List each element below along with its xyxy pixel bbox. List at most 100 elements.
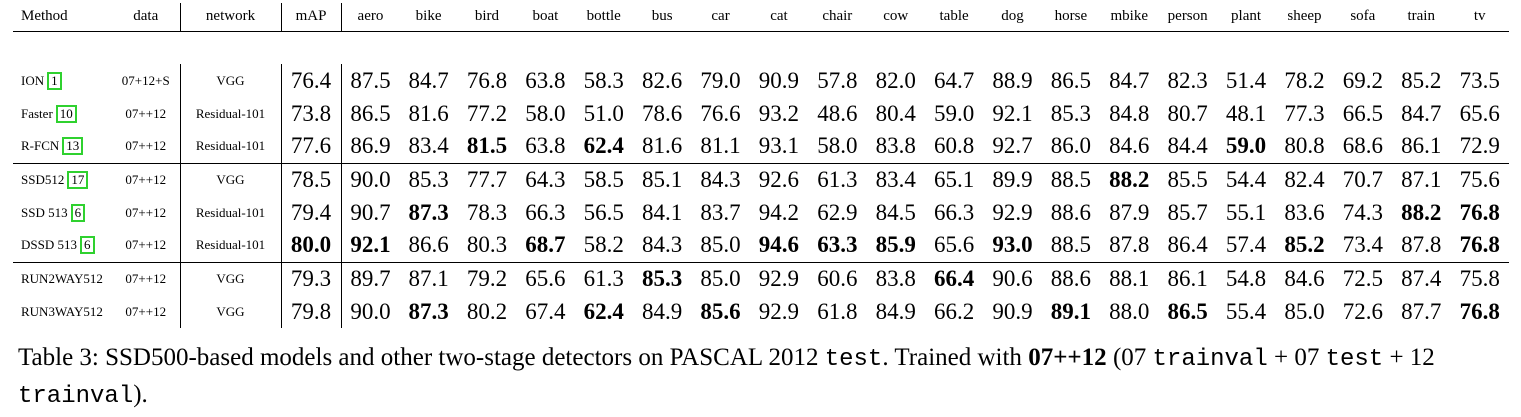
ap-cell: 61.8 [817,298,858,324]
ap-cell: 84.5 [875,199,916,225]
ap-cell: 85.3 [632,261,692,295]
ap-cell: 85.1 [632,162,692,196]
ap-cell: 87.3 [408,199,449,225]
network-cell: VGG [180,64,282,97]
ap-cell: 92.6 [749,162,809,196]
data-cell: 07++12 [112,97,181,130]
ap-cell: 65.1 [924,162,984,196]
table-caption: Table 3: SSD500-based models and other t… [18,340,1513,414]
ap-cell: 84.6 [1109,133,1150,159]
spacer-row [13,31,1509,64]
ap-cell: 83.6 [1284,199,1325,225]
table-row: SSD512 17 07++12 VGG 78.5 90.0 85.3 77.7 64.3 58.… [13,162,1509,196]
ap-cell: 88.6 [1041,261,1101,295]
caption-code-test: test [1325,346,1384,373]
citation-link[interactable]: 10 [55,104,77,123]
method-cell: Faster 10 [13,97,112,130]
ap-cell: 79.2 [457,261,517,295]
ap-cell: 87.9 [1109,199,1150,225]
data-cell: 07++12 [112,295,181,328]
ap-cell: 82.0 [875,67,916,93]
ap-cell: 89.1 [1050,298,1091,324]
citation-link[interactable]: 17 [67,170,89,189]
network-cell: Residual-101 [180,229,282,262]
ap-cell: 86.5 [1050,67,1091,93]
ap-cell: 83.8 [866,261,925,295]
ap-cell: 58.0 [817,133,858,159]
ap-cell: 87.3 [408,298,449,324]
network-cell: Residual-101 [180,97,282,130]
citation-link[interactable]: 13 [62,137,84,156]
header-class: bird [457,3,517,32]
header-class: tv [1450,3,1509,32]
header-class: cat [749,3,809,32]
method-cell: DSSD 513 6 [13,229,112,262]
ap-cell: 86.1 [1158,261,1217,295]
ap-cell: 48.1 [1225,100,1267,126]
table-body: ION 1 07+12+S VGG 76.4 87.5 84.7 76.8 63.8 58.3 82… [13,31,1509,328]
header-class: cow [866,3,925,32]
network-cell: VGG [180,295,282,328]
ap-cell: 75.8 [1450,261,1509,295]
ap-cell: 90.7 [350,199,391,225]
ap-cell: 89.9 [983,162,1042,196]
citation-link[interactable]: 1 [47,71,62,90]
ap-cell: 58.5 [574,162,633,196]
table-row: R-FCN 13 07++12 Residual-101 77.6 86.9 83.4 81.… [13,130,1509,163]
ap-cell: 86.1 [1401,133,1442,159]
ap-cell: 83.4 [866,162,925,196]
data-cell: 07++12 [112,196,181,229]
ap-cell: 63.8 [525,67,566,93]
data-cell: 07++12 [112,261,181,295]
table-row: RUN3WAY512 07++12 VGG 79.8 90.0 87.3 80.2 67.4 6… [13,295,1509,328]
ap-cell: 85.0 [691,261,750,295]
ap-cell: 76.8 [1459,232,1500,258]
map-cell: 79.4 [281,196,342,229]
ap-cell: 90.6 [983,261,1042,295]
caption-text: + 12 [1383,344,1435,371]
caption-bold-setting: 07++12 [1028,344,1107,371]
ap-cell: 84.8 [1109,100,1150,126]
ap-cell: 87.7 [1401,298,1442,324]
ap-cell: 56.5 [583,199,624,225]
ap-cell: 61.3 [808,162,867,196]
ap-cell: 77.7 [457,162,517,196]
ap-cell: 85.9 [875,232,916,258]
ap-cell: 67.4 [525,298,566,324]
ap-cell: 87.1 [1392,162,1451,196]
spacer-cell [13,31,1509,64]
network-cell: Residual-101 [180,130,282,163]
ap-cell: 48.6 [817,100,858,126]
ap-cell: 65.6 [933,232,975,258]
data-cell: 07++12 [112,130,181,163]
ap-cell: 84.9 [875,298,916,324]
ap-cell: 78.6 [642,100,683,126]
ap-cell: 80.2 [466,298,508,324]
ap-cell: 62.9 [817,199,858,225]
method-cell: R-FCN 13 [13,130,112,163]
ap-cell: 85.0 [1284,298,1325,324]
method-name: RUN2WAY512 [21,270,103,286]
method-cell: SSD 513 6 [13,196,112,229]
citation-link[interactable]: 6 [70,203,86,222]
ap-cell: 87.5 [350,67,391,93]
method-cell: RUN2WAY512 [13,261,112,295]
ap-cell: 76.8 [1459,199,1500,225]
header-class: bus [632,3,692,32]
ap-cell: 77.3 [1284,100,1325,126]
ap-cell: 88.9 [992,67,1033,93]
ap-cell: 83.7 [700,199,741,225]
table-row: DSSD 513 6 07++12 Residual-101 80.0 92.1 86.6 8… [13,229,1509,262]
method-name: SSD512 [21,171,65,187]
caption-text: (07 [1106,344,1153,371]
citation-link[interactable]: 6 [80,236,95,255]
ap-cell: 58.2 [583,232,624,258]
network-cell: VGG [180,162,282,196]
caption-text: ). [133,381,148,408]
method-name: ION [21,72,45,88]
header-class: table [924,3,984,32]
ap-cell: 60.8 [933,133,975,159]
ap-cell: 87.4 [1392,261,1451,295]
header-data: data [112,3,181,32]
ap-cell: 84.7 [1109,67,1150,93]
